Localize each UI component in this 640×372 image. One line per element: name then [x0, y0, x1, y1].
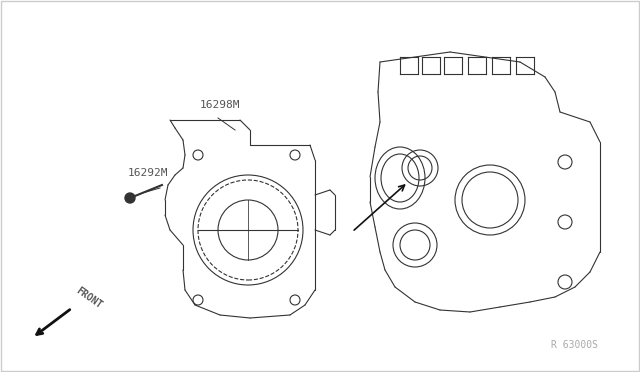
Circle shape [125, 193, 135, 203]
Text: 16292M: 16292M [128, 168, 168, 178]
Text: R 63000S: R 63000S [551, 340, 598, 350]
Text: FRONT: FRONT [74, 285, 104, 310]
Text: 16298M: 16298M [200, 100, 240, 110]
